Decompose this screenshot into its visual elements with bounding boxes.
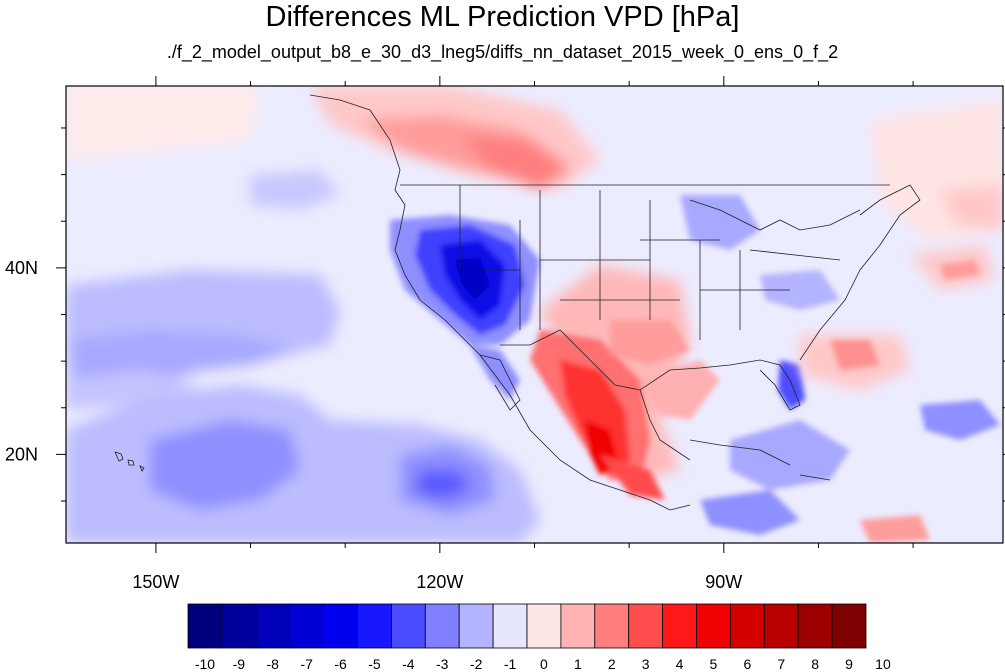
colorbar-swatch [424, 603, 460, 649]
colorbar-swatch [289, 603, 325, 649]
colorbar-label: 3 [642, 656, 650, 672]
coastlines [114, 94, 921, 511]
lon-tick-label: 90W [705, 572, 742, 592]
colorbar-swatch [357, 603, 392, 649]
colorbar-swatch [594, 603, 630, 649]
colorbar-swatch [187, 603, 223, 649]
colorbar-label: 4 [676, 656, 684, 672]
colorbar-swatch [696, 603, 731, 649]
colorbar-swatch [831, 603, 867, 649]
colorbar-label: 6 [743, 656, 751, 672]
colorbar-label: -5 [368, 656, 381, 672]
colorbar-label: -10 [195, 656, 215, 672]
colorbar-swatch [526, 603, 562, 649]
colorbar-label: -6 [334, 656, 347, 672]
colorbar-label: -8 [267, 656, 280, 672]
colorbar-swatch [763, 603, 799, 649]
colorbar-swatch [662, 603, 697, 649]
map-subtitle: ./f_2_model_output_b8_e_30_d3_lneg5/diff… [166, 42, 839, 62]
map-tick-labels: 150W 120W 90W 20N 40N [5, 258, 742, 592]
map-title: Differences ML Prediction VPD [hPa] [265, 1, 740, 33]
colorbar-label: 9 [845, 656, 853, 672]
colorbar-swatch [730, 603, 765, 649]
lon-tick-label: 120W [416, 572, 463, 592]
colorbar-label: 0 [540, 656, 548, 672]
colorbar-swatch [255, 603, 291, 649]
colorbar-swatch [458, 603, 494, 649]
lon-tick-label: 150W [132, 572, 179, 592]
colorbar-label: 8 [811, 656, 819, 672]
map-field [66, 86, 1003, 543]
colorbar-label: -4 [402, 656, 415, 672]
colorbar-swatch [797, 603, 833, 649]
colorbar-label: 5 [710, 656, 718, 672]
colorbar-swatch [221, 603, 257, 649]
colorbar-label: 2 [608, 656, 616, 672]
colorbar-label: -2 [470, 656, 483, 672]
colorbar-swatch [492, 603, 528, 649]
colorbar-labels: -10 -9 -8 -7 -6 -5 -4 -3 -2 -1 0 1 2 3 4 5 6 7 8 9 10 [195, 656, 891, 672]
colorbar-swatch [628, 603, 664, 649]
colorbar-label: 10 [875, 656, 891, 672]
colorbar-swatch [323, 603, 358, 649]
colorbar-label: -1 [504, 656, 517, 672]
colorbar-label: -7 [300, 656, 313, 672]
lat-tick-label: 40N [5, 258, 38, 278]
colorbar-swatch [390, 603, 426, 649]
lat-tick-label: 20N [5, 444, 38, 464]
colorbar-label: -9 [233, 656, 246, 672]
colorbar [187, 603, 867, 649]
colorbar-label: 1 [574, 656, 582, 672]
colorbar-swatch [560, 603, 596, 649]
colorbar-label: -3 [436, 656, 449, 672]
colorbar-label: 7 [777, 656, 785, 672]
